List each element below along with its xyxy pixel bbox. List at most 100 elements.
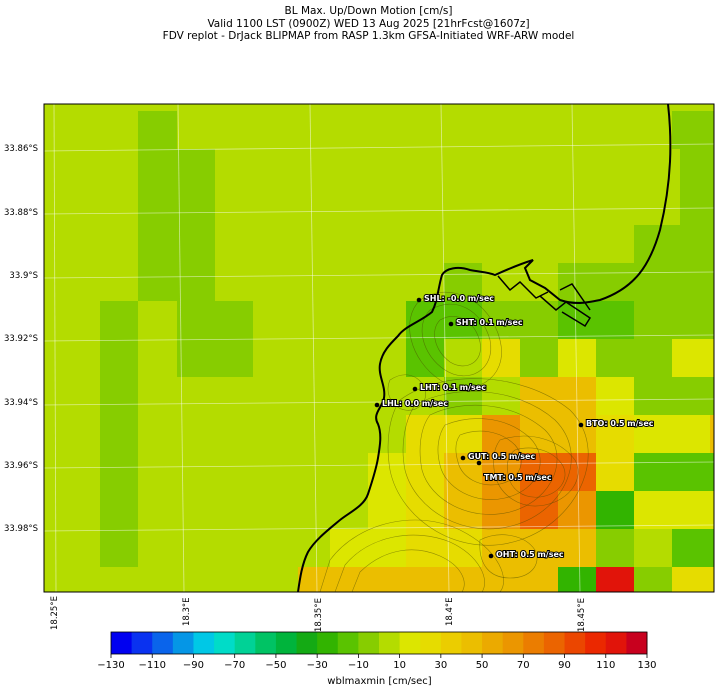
grid-cell bbox=[298, 567, 558, 592]
colorbar-tick-label: 10 bbox=[393, 660, 406, 671]
grid-cell bbox=[482, 415, 520, 453]
grid-cell bbox=[138, 111, 177, 301]
coastline bbox=[297, 104, 672, 592]
grid-cell bbox=[634, 491, 714, 529]
colorbar-tick-label: −90 bbox=[182, 660, 205, 671]
lat-label: 33.9°S bbox=[9, 271, 38, 281]
grid-cell bbox=[596, 567, 634, 592]
grid-cell bbox=[520, 301, 558, 339]
colorbar-tick-label: 90 bbox=[558, 660, 571, 671]
colorbar-tick-label: −70 bbox=[224, 660, 246, 671]
colorbar-tick-label: 30 bbox=[434, 660, 448, 671]
grid-cell bbox=[520, 339, 558, 377]
station-label: LHT: 0.1 m/sec bbox=[420, 383, 486, 392]
lon-label: 18.4°E bbox=[445, 597, 455, 626]
station-label: GUT: 0.5 m/sec bbox=[468, 452, 535, 461]
colorbar-segment bbox=[234, 632, 256, 654]
colorbar-segment bbox=[564, 632, 586, 654]
grid-cell bbox=[596, 415, 634, 453]
grid-cell bbox=[596, 377, 634, 415]
station-dot[interactable] bbox=[448, 321, 454, 327]
map-title: BL Max. Up/Down Motion [cm/s] Valid 1100… bbox=[0, 5, 721, 43]
colorbar-segment bbox=[337, 632, 359, 654]
grid-cell bbox=[558, 301, 634, 339]
colorbar-segment bbox=[275, 632, 298, 654]
grid-cell bbox=[680, 149, 714, 225]
station-dot[interactable] bbox=[578, 422, 584, 428]
colorbar-segment bbox=[482, 632, 504, 654]
station-dot[interactable] bbox=[460, 455, 466, 461]
colorbar-tick-label: 70 bbox=[516, 660, 530, 671]
colorbar-tick-label: −10 bbox=[347, 660, 369, 671]
grid-cell bbox=[558, 453, 596, 491]
grid-cell bbox=[558, 339, 596, 377]
grid-cell bbox=[596, 529, 634, 567]
colorbar-tick-label: −130 bbox=[97, 660, 125, 671]
grid-cell bbox=[634, 301, 672, 339]
station-dot[interactable] bbox=[412, 386, 418, 392]
grid-cell bbox=[634, 567, 672, 592]
colorbar-segment bbox=[214, 632, 236, 654]
title-line-1: BL Max. Up/Down Motion [cm/s] bbox=[284, 5, 453, 17]
station-label: BTO: 0.5 m/sec bbox=[586, 419, 654, 428]
grid-cell bbox=[634, 339, 672, 377]
lat-label: 33.94°S bbox=[4, 398, 38, 408]
station-dot[interactable] bbox=[488, 553, 494, 559]
lat-label: 33.98°S bbox=[4, 524, 38, 534]
colorbar-segment bbox=[317, 632, 339, 654]
grid-cell bbox=[596, 339, 634, 377]
map-frame bbox=[43, 103, 715, 593]
grid-cell bbox=[596, 453, 634, 491]
grid-cell bbox=[558, 529, 596, 567]
grid-cell bbox=[634, 453, 714, 491]
grid-cell bbox=[672, 339, 714, 377]
grid-cell bbox=[482, 301, 520, 339]
grid-cell bbox=[558, 263, 634, 301]
station-dot[interactable] bbox=[374, 402, 380, 408]
lat-label: 33.92°S bbox=[4, 334, 38, 344]
grid-cell bbox=[634, 377, 672, 415]
colorbar-segment bbox=[358, 632, 380, 654]
lon-label: 18.35°E bbox=[314, 598, 324, 632]
grid-cell bbox=[444, 377, 482, 415]
grid-cell bbox=[406, 453, 444, 491]
colorbar-segment bbox=[193, 632, 215, 654]
grid-cell bbox=[672, 111, 714, 149]
grid-cell bbox=[596, 491, 634, 529]
harbour-outline bbox=[497, 275, 592, 328]
grid-cell bbox=[368, 491, 406, 529]
colorbar-tick-label: −30 bbox=[306, 660, 328, 671]
grid-cell bbox=[482, 491, 520, 529]
grid-cell bbox=[520, 415, 558, 453]
station-label: TMT: 0.5 m/sec bbox=[484, 473, 552, 482]
lat-label: 33.88°S bbox=[4, 208, 38, 218]
lat-label: 33.86°S bbox=[4, 144, 38, 154]
colorbar-segment bbox=[399, 632, 421, 654]
grid-cell bbox=[482, 529, 520, 567]
colorbar-tick-label: 110 bbox=[596, 660, 616, 671]
colorbar-tick-label: −110 bbox=[138, 660, 166, 671]
title-line-2: Valid 1100 LST (0900Z) WED 13 Aug 2025 [… bbox=[207, 17, 530, 30]
colorbar-tick-label: 50 bbox=[475, 660, 489, 671]
colorbar bbox=[110, 631, 648, 658]
grid-cell bbox=[672, 377, 714, 415]
grid-cell bbox=[406, 415, 444, 453]
colorbar-segment bbox=[296, 632, 318, 654]
grid-cell bbox=[520, 529, 558, 567]
grid-cell bbox=[406, 301, 444, 377]
station-label: SHT: 0.1 m/sec bbox=[456, 318, 523, 327]
station-label: SHL: -0.0 m/sec bbox=[424, 294, 494, 303]
colorbar-segment bbox=[523, 632, 545, 654]
station-label: OHT: 0.5 m/sec bbox=[496, 550, 564, 559]
title-line-3: FDV replot - DrJack BLIPMAP from RASP 1.… bbox=[162, 30, 575, 42]
grid-cell bbox=[406, 491, 444, 529]
grid-cell bbox=[634, 415, 714, 453]
colorbar-segment bbox=[502, 632, 524, 654]
colorbar-segment bbox=[420, 632, 442, 654]
colorbar-segment bbox=[379, 632, 401, 654]
station-dot[interactable] bbox=[416, 297, 422, 303]
lon-label: 18.3°E bbox=[182, 597, 192, 626]
colorbar-segment bbox=[585, 632, 607, 654]
station-dot[interactable] bbox=[476, 460, 482, 466]
